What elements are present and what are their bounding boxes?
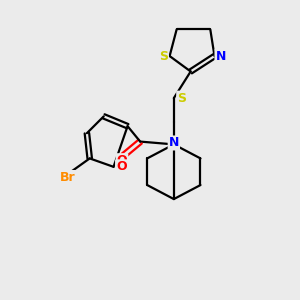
Text: S: S xyxy=(177,92,186,105)
Text: O: O xyxy=(117,154,127,167)
Text: S: S xyxy=(159,50,168,63)
Text: O: O xyxy=(116,160,127,173)
Text: N: N xyxy=(215,50,226,63)
Text: N: N xyxy=(169,136,179,149)
Text: Br: Br xyxy=(59,171,75,184)
